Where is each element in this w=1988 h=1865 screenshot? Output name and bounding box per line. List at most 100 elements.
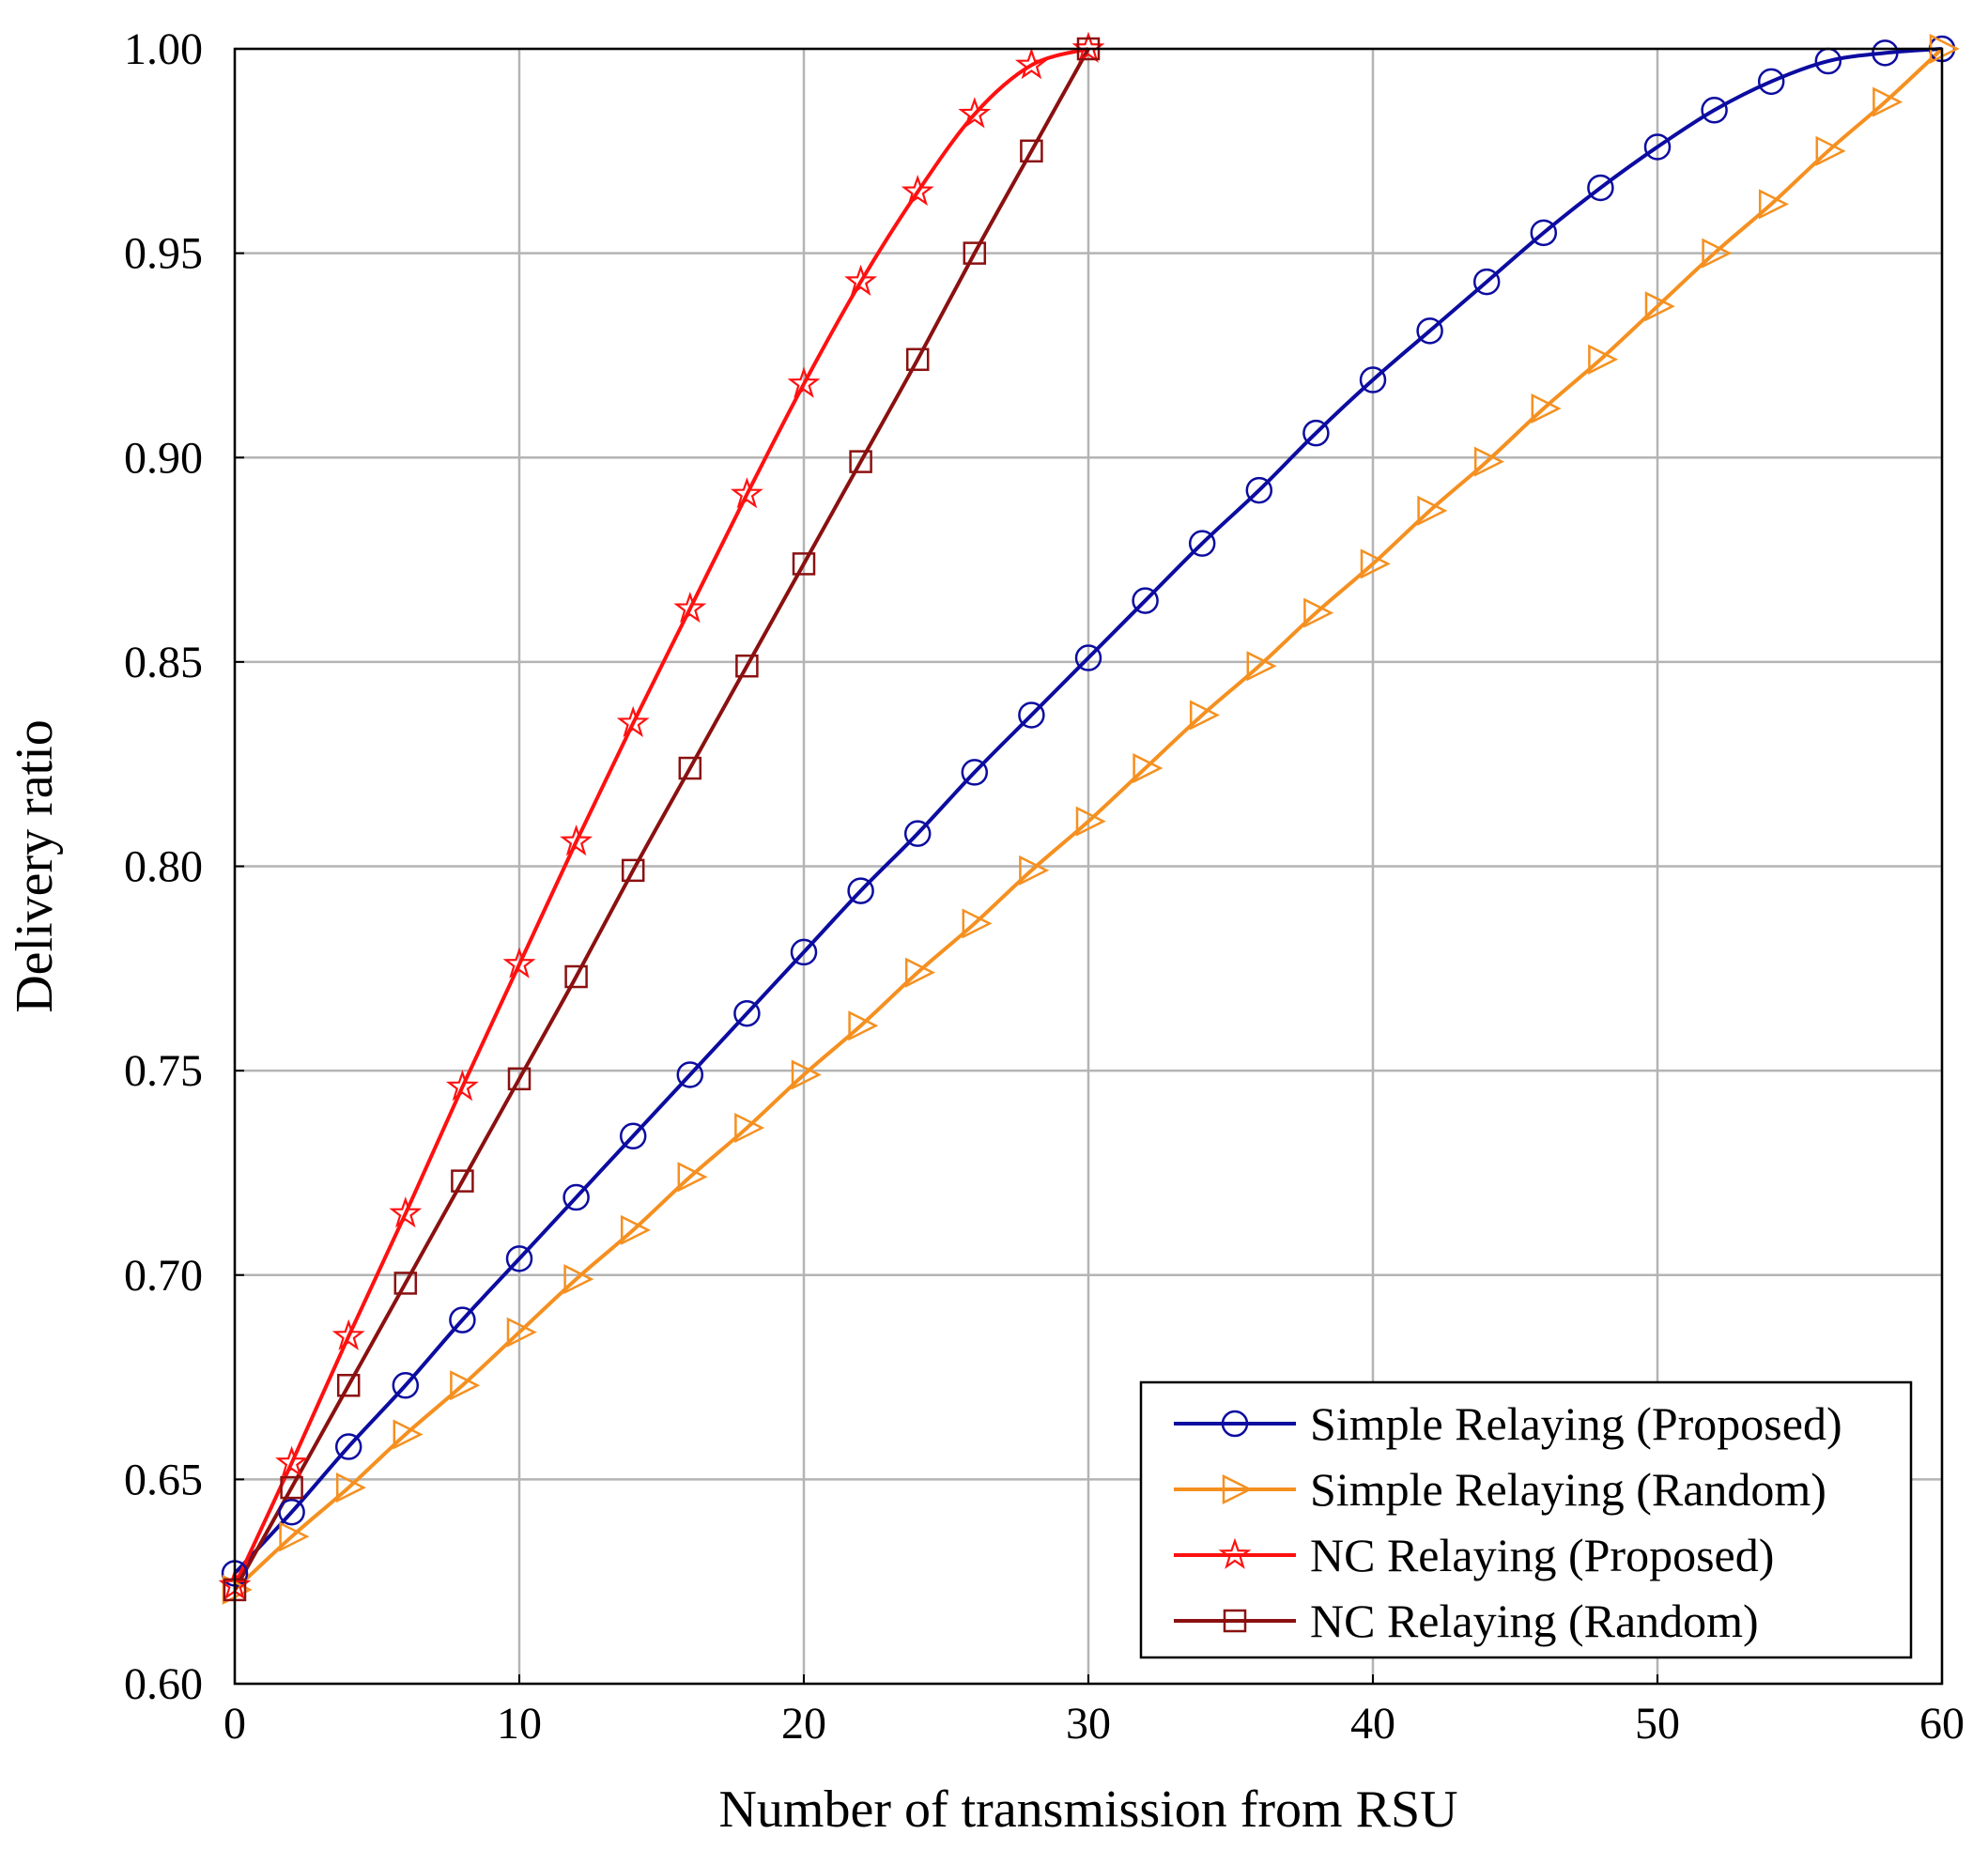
- series-0-point-20: [1359, 366, 1387, 393]
- series-3-point-7: [621, 858, 645, 883]
- series-1-point-16: [1133, 753, 1164, 784]
- y-tick-label-6: 0.90: [124, 433, 203, 483]
- series-1-point-27: [1758, 189, 1789, 220]
- series-0-point-10: [790, 938, 818, 966]
- series-0-point-5: [505, 1245, 533, 1272]
- series-1-point-8: [677, 1162, 708, 1193]
- series-0-point-4: [449, 1306, 476, 1333]
- series-2-point-1: [275, 1445, 309, 1477]
- series-0-point-13: [961, 759, 989, 786]
- series-3-point-1: [280, 1475, 303, 1500]
- series-1-point-12: [904, 957, 935, 988]
- series-1-point-15: [1075, 806, 1106, 837]
- series-3-point-5: [507, 1067, 532, 1091]
- legend-label-2: NC Relaying (Proposed): [1310, 1529, 1774, 1581]
- y-tick-label-8: 1.00: [124, 24, 203, 74]
- series-2-point-5: [502, 947, 536, 979]
- series-1-point-20: [1360, 548, 1391, 579]
- series-0-point-14: [1018, 701, 1045, 729]
- legend-marker-3: [1223, 1609, 1247, 1633]
- series-0-point-6: [562, 1183, 590, 1211]
- series-1-point-21: [1417, 495, 1448, 526]
- series-0-point-3: [392, 1372, 420, 1399]
- series-0-point-1: [278, 1498, 305, 1526]
- legend-label-1: Simple Relaying (Random): [1310, 1463, 1826, 1516]
- series-1-point-13: [962, 908, 993, 939]
- series-line-2: [233, 47, 1089, 1587]
- series-3-point-2: [336, 1374, 361, 1397]
- series-1-point-23: [1531, 393, 1562, 424]
- series-1-point-4: [450, 1370, 481, 1401]
- series-1-point-19: [1303, 597, 1334, 628]
- series-1-point-5: [506, 1317, 537, 1348]
- legend-marker-0: [1221, 1410, 1249, 1438]
- series-3-point-8: [678, 756, 702, 780]
- series-0-point-23: [1530, 219, 1558, 247]
- series-3-point-11: [849, 450, 872, 473]
- series-1-point-9: [734, 1113, 765, 1144]
- x-tick-label-3: 30: [1066, 1699, 1111, 1749]
- series-line-3: [233, 48, 1090, 1591]
- x-tick-label-6: 60: [1919, 1699, 1965, 1749]
- y-tick-label-0: 0.60: [124, 1659, 203, 1709]
- legend-marker-1: [1222, 1473, 1253, 1505]
- y-tick-label-4: 0.80: [124, 842, 203, 892]
- series-2-point-11: [844, 264, 878, 296]
- series-2-point-12: [901, 174, 934, 207]
- y-tick-label-5: 0.85: [124, 638, 203, 687]
- x-axis-label: Number of transmission from RSU: [718, 1780, 1457, 1839]
- series-2-point-8: [673, 591, 707, 624]
- series-0-point-16: [1132, 587, 1159, 614]
- series-2-point-10: [787, 366, 821, 398]
- series-3-point-4: [451, 1169, 474, 1193]
- y-axis-ticks: 0.60 0.65 0.70 0.75 0.80 0.85 0.90 0.95 1.00: [124, 24, 244, 1709]
- x-tick-label-5: 50: [1635, 1699, 1680, 1749]
- x-tick-label-4: 40: [1350, 1699, 1395, 1749]
- series-0-point-12: [903, 820, 932, 847]
- series-3-point-12: [905, 347, 930, 372]
- series-lines: [233, 47, 1944, 1592]
- legend-marker-2: [1218, 1537, 1252, 1569]
- series-0-point-24: [1587, 174, 1614, 202]
- series-0-point-7: [619, 1122, 647, 1150]
- y-tick-label-3: 0.75: [124, 1046, 203, 1096]
- series-0-point-17: [1188, 530, 1216, 557]
- series-0-point-9: [733, 999, 761, 1027]
- y-tick-label-7: 0.95: [124, 229, 203, 279]
- series-line-1: [233, 47, 1944, 1592]
- series-2-point-14: [1014, 48, 1048, 80]
- series-3-point-3: [393, 1272, 418, 1295]
- series-2-point-6: [560, 825, 593, 856]
- series-0-point-26: [1701, 97, 1728, 124]
- series-1-point-7: [620, 1214, 651, 1245]
- series-0-point-25: [1643, 133, 1672, 161]
- series-0-point-21: [1416, 317, 1443, 345]
- series-2-point-3: [389, 1196, 423, 1228]
- series-line-0: [233, 47, 1943, 1575]
- series-2-point-9: [730, 477, 763, 509]
- y-tick-label-2: 0.70: [124, 1251, 203, 1301]
- series-1-point-14: [1019, 855, 1050, 886]
- legend-label-3: NC Relaying (Random): [1310, 1595, 1759, 1647]
- series-1-point-26: [1702, 238, 1733, 269]
- series-1-point-28: [1815, 135, 1846, 166]
- series-2-point-4: [445, 1070, 479, 1102]
- series-1-point-1: [279, 1521, 310, 1552]
- series-markers: [218, 31, 1960, 1605]
- series-1-point-24: [1588, 344, 1619, 375]
- series-1-point-25: [1644, 291, 1675, 322]
- series-0-point-2: [334, 1433, 362, 1460]
- series-1-point-6: [563, 1264, 594, 1295]
- series-0-point-18: [1245, 476, 1273, 504]
- series-1-point-11: [848, 1010, 879, 1041]
- series-1-point-22: [1473, 446, 1504, 477]
- series-0-point-29: [1872, 39, 1899, 67]
- series-0-point-22: [1472, 268, 1501, 296]
- legend-box: [1139, 1380, 1913, 1659]
- series-0-point-27: [1757, 68, 1785, 96]
- series-2-point-7: [616, 705, 650, 738]
- series-3-point-9: [735, 654, 759, 678]
- series-1-point-29: [1872, 86, 1903, 117]
- x-tick-label-2: 20: [781, 1699, 826, 1749]
